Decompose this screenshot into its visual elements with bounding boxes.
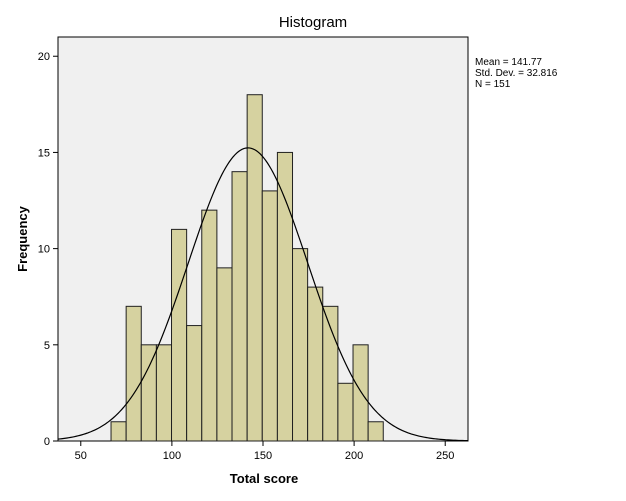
y-tick-label: 10	[38, 244, 50, 256]
histogram-bar-5	[186, 325, 203, 442]
histogram-bar-17	[367, 421, 384, 442]
stats-n: N = 151	[475, 79, 511, 90]
y-tick-label: 0	[44, 436, 50, 448]
x-tick-label: 250	[436, 450, 454, 462]
histogram-bar-4	[171, 228, 188, 442]
x-tick-label: 50	[75, 450, 87, 462]
y-tick-label: 5	[44, 340, 50, 352]
y-tick-label: 20	[38, 51, 50, 63]
histogram-bar-6	[201, 209, 218, 442]
histogram-bar-3	[155, 344, 173, 442]
histogram-bar-2	[140, 344, 157, 442]
histogram-bar-13	[307, 286, 324, 442]
stats-mean: Mean = 141.77	[475, 57, 542, 68]
histogram-bar-8	[231, 171, 248, 442]
y-axis-label: Frequency	[15, 205, 30, 272]
x-tick-label: 150	[254, 450, 272, 462]
histogram-bar-16	[352, 344, 369, 442]
stats-std-dev: Std. Dev. = 32.816	[475, 68, 558, 79]
histogram-bar-12	[292, 248, 309, 442]
histogram-bar-7	[216, 267, 233, 442]
stats-box: Mean = 141.77 Std. Dev. = 32.816 N = 151	[475, 57, 558, 90]
x-axis-label: Total score	[230, 471, 298, 486]
histogram-bar-15	[337, 382, 354, 442]
histogram-bar-11	[276, 151, 294, 442]
histogram-bar-0	[110, 421, 127, 442]
x-tick-label: 200	[345, 450, 363, 462]
chart-title: Histogram	[279, 14, 347, 31]
y-tick-label: 15	[38, 147, 50, 159]
histogram-bar-9	[246, 94, 263, 442]
histogram-bar-10	[261, 190, 278, 442]
histogram-bar-14	[322, 305, 339, 442]
x-axis: 50 100 150 200 250	[75, 441, 454, 462]
y-axis: 0 5 10 15 20	[38, 51, 58, 448]
histogram-bars	[110, 94, 384, 442]
histogram-bar-1	[125, 305, 142, 442]
x-tick-label: 100	[163, 450, 181, 462]
normal-curve	[57, 147, 469, 442]
